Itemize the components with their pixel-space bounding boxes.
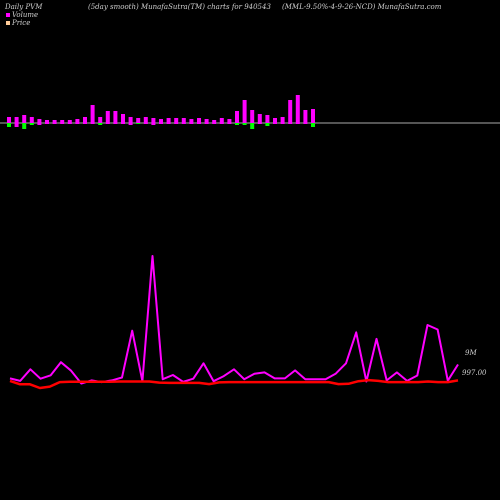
volume-bar-up: [280, 117, 285, 123]
volume-bar-down: [204, 123, 209, 124]
volume-bar-up: [29, 117, 34, 123]
legend-price: Price: [6, 19, 30, 27]
volume-bar-up: [273, 118, 277, 123]
volume-bar-up: [75, 119, 80, 123]
volume-bar-down: [159, 123, 163, 124]
volume-bar-down: [37, 123, 42, 125]
volume-bar-down: [295, 123, 300, 124]
volume-bar-up: [242, 100, 247, 123]
volume-bar-up: [52, 120, 57, 123]
legend-volume-swatch: [6, 13, 10, 17]
volume-bar-up: [14, 117, 19, 123]
volume-line: [9, 255, 459, 385]
legend-volume-label: Volume: [12, 11, 39, 19]
header-left-title: Daily PVM: [5, 3, 43, 11]
volume-bar-up: [83, 117, 87, 123]
volume-bar-up: [189, 119, 194, 123]
volume-bar-down: [212, 123, 217, 124]
volume-bar-up: [98, 117, 103, 123]
volume-bar-up: [174, 118, 179, 123]
volume-bar-down: [98, 123, 103, 125]
volume-bar-down: [113, 123, 118, 124]
volume-bar-down: [288, 123, 293, 124]
legend-price-swatch: [6, 21, 10, 25]
volume-bar-down: [121, 123, 125, 124]
volume-bar-up: [136, 118, 141, 123]
volume-bar-down: [143, 123, 148, 124]
volume-bar-down: [273, 123, 277, 124]
legend-volume: Volume: [6, 11, 38, 19]
volume-bar-down: [136, 123, 141, 124]
volume-bar-up: [250, 110, 255, 123]
volume-bar-up: [7, 117, 11, 123]
volume-bar-down: [197, 123, 201, 124]
volume-end-label: 9M: [465, 349, 477, 357]
volume-bar-down: [83, 123, 87, 124]
volume-bar-up: [235, 111, 239, 123]
volume-bar-up: [90, 105, 95, 123]
volume-bar-up: [45, 120, 49, 123]
volume-bar-down: [250, 123, 255, 129]
volume-bar-up: [219, 118, 224, 123]
volume-bar-down: [128, 123, 133, 125]
volume-bar-down: [219, 123, 224, 124]
volume-bar-down: [181, 123, 186, 124]
volume-bar-up: [204, 119, 209, 123]
volume-bar-down: [174, 123, 179, 124]
volume-bar-down: [303, 123, 308, 124]
header-right-title: (MML-9.50%-4-9-26-NCD) MunafaSutra.com: [282, 3, 442, 11]
volume-bar-down: [7, 123, 11, 127]
volume-bar-up: [265, 115, 270, 123]
volume-bar-down: [45, 123, 49, 124]
volume-bar-up: [22, 115, 27, 123]
volume-bar-down: [52, 123, 57, 124]
volume-bar-down: [67, 123, 72, 124]
volume-bar-up: [311, 109, 315, 123]
volume-line-highlight: [9, 255, 459, 385]
volume-bar-down: [280, 123, 285, 124]
volume-bar-up: [121, 114, 125, 123]
volume-bar-up: [143, 117, 148, 123]
volume-bar-up: [60, 120, 65, 123]
legend-price-label: Price: [12, 19, 31, 27]
volume-bar-down: [257, 123, 262, 124]
volume-bar-up: [128, 117, 133, 123]
volume-bar-down: [166, 123, 171, 124]
volume-bar-down: [90, 123, 95, 124]
volume-bar-up: [166, 118, 171, 123]
volume-bar-up: [227, 119, 232, 123]
volume-bar-up: [67, 120, 72, 123]
price-line: [9, 378, 459, 390]
volume-bar-down: [75, 123, 80, 124]
volume-bar-up: [151, 118, 156, 123]
price-end-label: 997.00: [462, 369, 487, 377]
volume-bar-down: [29, 123, 34, 125]
volume-bar-down: [242, 123, 247, 125]
volume-bar-up: [295, 95, 300, 123]
volume-bar-down: [14, 123, 19, 127]
volume-bar-down: [189, 123, 194, 124]
volume-bar-down: [60, 123, 65, 124]
volume-bar-up: [197, 118, 201, 123]
volume-bar-down: [151, 123, 156, 125]
volume-bar-down: [22, 123, 27, 129]
volume-bar-up: [303, 110, 308, 123]
volume-bar-up: [288, 100, 293, 123]
volume-bar-up: [105, 111, 110, 123]
volume-bar-up: [113, 111, 118, 123]
volume-bar-up: [37, 119, 42, 123]
volume-bar-down: [265, 123, 270, 126]
header-center-title: (5day smooth) MunafaSutra(TM) charts for…: [88, 3, 271, 11]
volume-bar-up: [181, 118, 186, 123]
volume-bar-down: [105, 123, 110, 124]
volume-bar-down: [311, 123, 315, 127]
volume-bar-down: [227, 123, 232, 124]
volume-bar-up: [257, 114, 262, 123]
volume-bar-down: [235, 123, 239, 125]
volume-bar-up: [212, 120, 217, 123]
volume-bar-up: [159, 119, 163, 123]
